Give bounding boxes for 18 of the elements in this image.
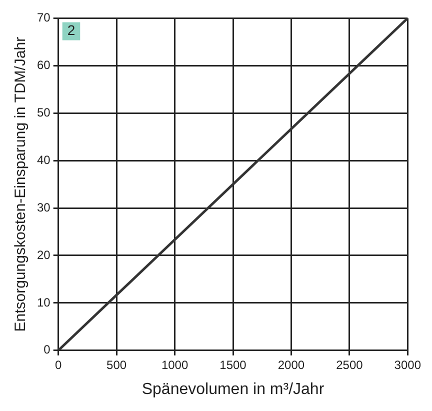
y-tick-label: 10 [36,295,51,310]
y-tick-label: 30 [36,200,51,214]
y-tick-label: 50 [36,105,51,120]
y-tick-label: 60 [36,58,51,72]
x-tick-label: 0 [55,358,62,372]
x-axis-title: Spänevolumen in m³/Jahr [142,380,325,398]
x-tick-label: 3000 [394,358,422,372]
x-tick-label: 1000 [161,358,188,372]
x-tick-label: 500 [106,358,127,372]
y-tick-label: 70 [36,10,51,25]
annotation: 2 [67,22,76,38]
y-axis-title: Entsorgungskosten-Einsparung in TDM/Jahr [12,36,30,332]
y-tick-label: 0 [44,342,51,357]
y-tick-label: 20 [36,248,51,262]
x-tick-label: 1500 [220,358,247,372]
x-tick-label: 2500 [336,358,364,372]
y-tick-label: 40 [36,152,51,167]
x-tick-label: 2000 [278,358,305,372]
